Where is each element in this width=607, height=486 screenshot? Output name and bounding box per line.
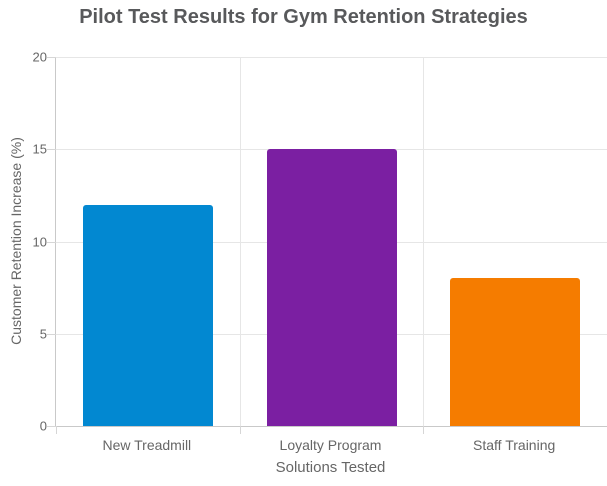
y-axis-ticks: 0 5 10 15 20	[0, 50, 47, 434]
y-tick-mark	[47, 149, 56, 151]
chart-title: Pilot Test Results for Gym Retention Str…	[79, 6, 528, 28]
x-axis-title: Solutions Tested	[275, 459, 386, 476]
y-tick-mark	[47, 333, 56, 335]
plot-area	[47, 57, 607, 434]
y-tick-label: 15	[32, 141, 47, 157]
y-tick-label: 5	[39, 326, 47, 342]
gridline-vertical	[423, 57, 425, 426]
y-tick-mark	[47, 426, 56, 427]
x-tick-label: Loyalty Program	[279, 437, 382, 453]
gridline-vertical	[239, 57, 241, 426]
y-tick-label: 20	[32, 49, 47, 65]
x-tick-mark	[239, 426, 241, 434]
y-tick-mark	[47, 57, 56, 58]
y-tick-mark	[47, 241, 56, 243]
bar-staff-training[interactable]	[450, 278, 581, 426]
bar-new-treadmill[interactable]	[82, 204, 213, 426]
y-tick-label: 0	[39, 418, 47, 434]
bar-loyalty-program[interactable]	[266, 149, 397, 426]
x-tick-label: Staff Training	[473, 437, 556, 453]
y-tick-label: 10	[32, 234, 47, 249]
x-tick-mark	[423, 426, 425, 434]
x-tick-mark	[56, 426, 57, 434]
gridline-horizontal	[56, 57, 607, 58]
x-tick-label: New Treadmill	[102, 437, 192, 453]
x-axis-ticks: New Treadmill Loyalty Program Staff Traini…	[55, 437, 606, 455]
